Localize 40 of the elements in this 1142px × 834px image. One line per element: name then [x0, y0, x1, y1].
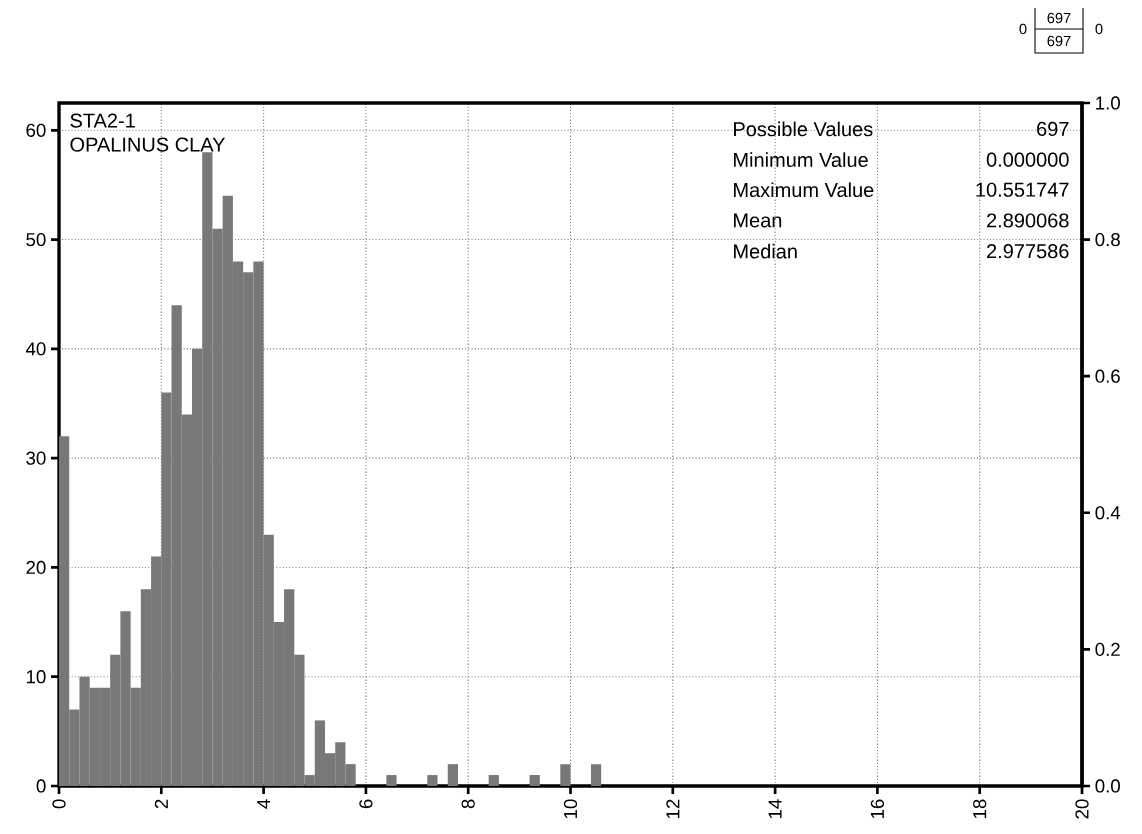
annotation: 2.977586: [987, 244, 1069, 259]
annotation: STA2-1: [70, 113, 135, 128]
annotation: Minimum Value: [734, 152, 868, 168]
annotation: 0.000000: [986, 152, 1069, 167]
x-tick-label: 20: [1075, 799, 1089, 819]
annotation: Possible Values: [734, 121, 873, 137]
x-tick-label: 8: [461, 799, 475, 809]
annotation: Maximum Value: [734, 182, 874, 198]
y2-tick-label: 1.0: [1096, 96, 1120, 110]
annotation: Mean: [734, 213, 782, 228]
annotation: 697: [1037, 121, 1069, 137]
y-tick-label: 40: [25, 342, 46, 356]
y2-tick-label: 0.2: [1095, 642, 1120, 656]
y2-tick-label: 0.0: [1095, 779, 1120, 793]
annotation: Median: [734, 243, 797, 259]
y-tick-label: 50: [26, 232, 46, 247]
annotation: 2.890068: [987, 213, 1069, 228]
y2-tick-label: 0.8: [1095, 232, 1120, 247]
text: 0: [1095, 23, 1103, 35]
x-tick-label: 6: [359, 799, 373, 809]
y-tick-label: 10: [26, 670, 46, 684]
y2-tick-label: 0.4: [1095, 506, 1121, 520]
y2-tick-label: 0.6: [1095, 369, 1120, 383]
annotation: OPALINUS CLAY: [70, 137, 226, 152]
x-tick-label: 16: [870, 799, 885, 819]
y-tick-label: 30: [26, 451, 46, 465]
annotation: 10.551747: [976, 182, 1069, 197]
x-tick-label: 12: [666, 799, 680, 819]
text: 0: [1019, 23, 1027, 35]
x-tick-label: 2: [154, 799, 168, 809]
x-tick-label: 0: [52, 799, 66, 809]
x-tick-label: 14: [768, 799, 782, 819]
x-tick-label: 18: [973, 799, 987, 819]
y-tick-label: 60: [26, 123, 46, 137]
x-tick-label: 10: [563, 799, 578, 819]
y-tick-label: 20: [26, 560, 46, 575]
x-tick-label: 4: [257, 799, 271, 809]
text: 697: [1047, 35, 1071, 47]
y-tick-label: 0: [36, 779, 46, 793]
text: 697: [1047, 12, 1071, 24]
